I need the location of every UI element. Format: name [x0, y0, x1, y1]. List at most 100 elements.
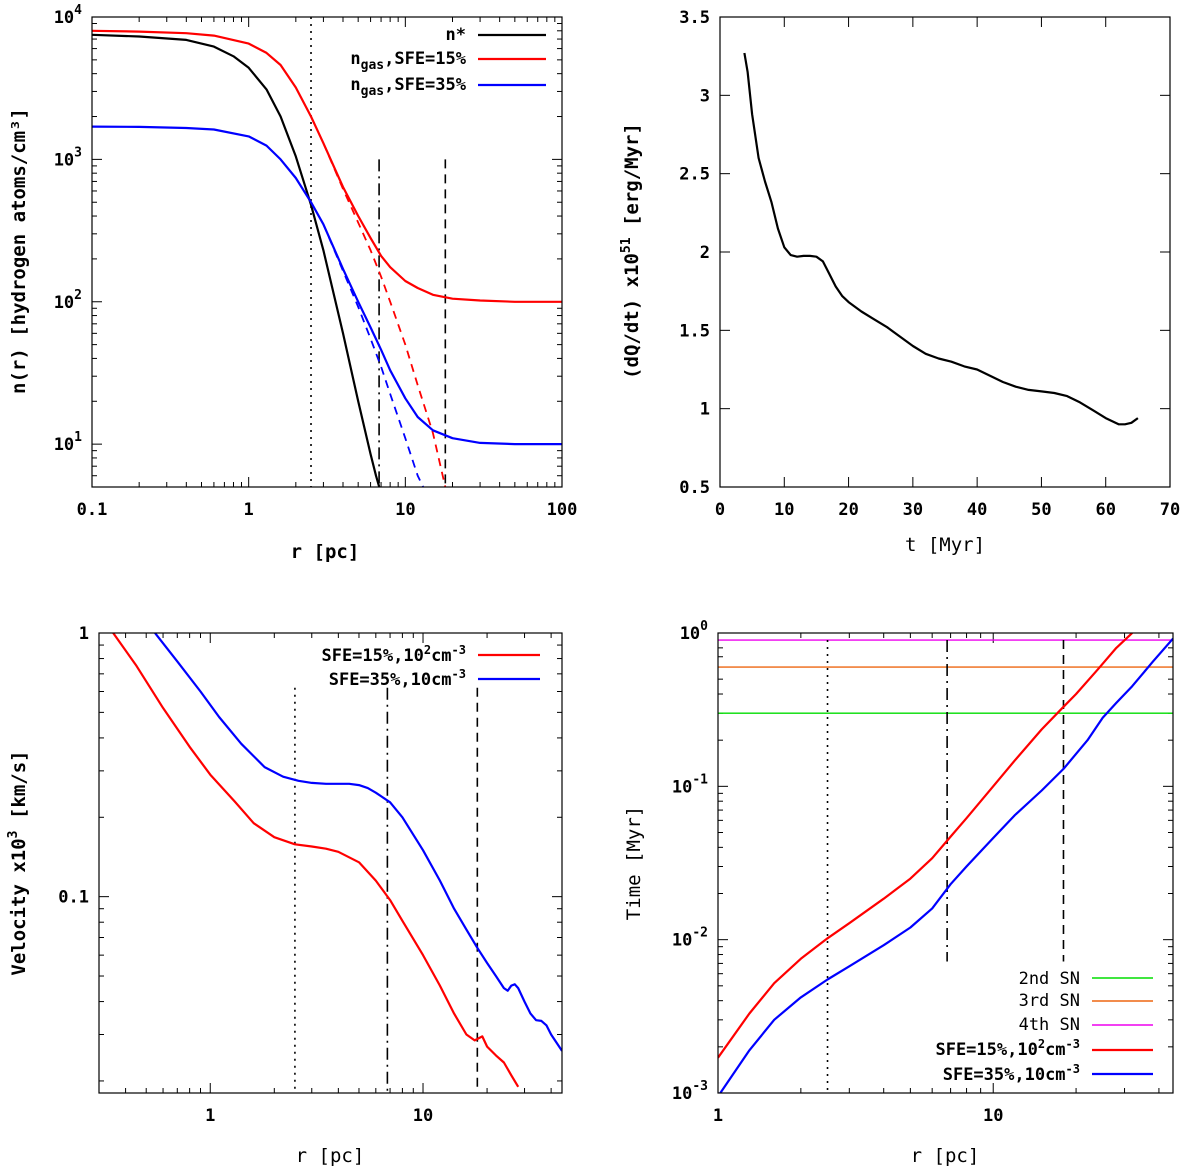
- tick-base: 10: [672, 931, 692, 951]
- density-x-tick-label: 100: [547, 500, 578, 520]
- energy-rate-y-tick-label: 3: [700, 86, 710, 106]
- energy-ylabel-pre: (dQ/dt) x10: [621, 253, 643, 379]
- legend-rest: ,SFE=35%: [384, 75, 467, 95]
- density-frame: [91, 16, 563, 488]
- legend-gas-subscript: gas: [361, 58, 384, 73]
- density-legend-label-sfe15: ngas,SFE=15%: [350, 49, 466, 73]
- legend-exp: 2: [1038, 1037, 1045, 1051]
- density-panel: r [pc] n(r) [hydrogen atoms/cm³] n* ngas…: [8, 25, 467, 563]
- tick-base: 10: [672, 1084, 692, 1104]
- energy-xlabel: t [Myr]: [905, 534, 985, 556]
- energy-rate-y-tick-label: 2.5: [679, 165, 710, 185]
- time-series-1-line: [718, 637, 1173, 1093]
- legend-pre: SFE=15%,10: [321, 646, 423, 666]
- time-legend-label-3rd-sn: 3rd SN: [1019, 991, 1080, 1011]
- velocity-y-tick-label: 1: [79, 624, 89, 644]
- legend-exp: 2: [424, 643, 431, 657]
- tick-exponent: -2: [692, 926, 708, 941]
- time-y-tick-label: 10-1: [672, 772, 708, 797]
- legend-rest: ,SFE=15%: [384, 49, 467, 69]
- energy-rate-y-tick-label: 1: [700, 400, 710, 420]
- energy-rate-x-tick-label: 10: [774, 500, 794, 520]
- tick-base: 10: [680, 624, 700, 644]
- density-y-tick-label: 104: [54, 3, 82, 28]
- tick-base: 10: [54, 8, 74, 28]
- legend-n: n: [350, 49, 360, 69]
- density-series-2-dashed-line: [322, 142, 447, 487]
- tick-exponent: 0: [700, 619, 708, 634]
- energy-ylabel-post: [erg/Myr]: [621, 123, 643, 237]
- time-legend-label-sfe35: SFE=35%,10cm-3: [943, 1062, 1080, 1085]
- legend-exp2: -3: [452, 643, 466, 657]
- time-ylabel: Time [Myr]: [623, 806, 645, 920]
- velocity-x-tick-label: 10: [413, 1106, 433, 1126]
- energy-rate-x-tick-label: 40: [967, 500, 987, 520]
- velocity-legend-label-sfe35: SFE=35%,10cm-3: [329, 667, 466, 690]
- legend-pre: SFE=15%,10: [935, 1040, 1037, 1060]
- velocity-panel: r [pc] Velocity x103 [km/s] SFE=15%,102c…: [6, 643, 466, 1167]
- tick-exponent: 2: [74, 288, 82, 303]
- tick-base: 10: [54, 435, 74, 455]
- energy-rate-y-tick-label: 1.5: [679, 321, 710, 341]
- velocity-ylabel-exp: 3: [6, 830, 21, 838]
- energy-rate-series-0-line: [743, 52, 1139, 426]
- velocity-ylabel: Velocity x103 [km/s]: [6, 750, 30, 975]
- density-xlabel: r [pc]: [291, 541, 360, 563]
- tick-exponent: 3: [74, 145, 82, 160]
- tick-base: 10: [54, 150, 74, 170]
- density-ylabel: n(r) [hydrogen atoms/cm³]: [8, 108, 30, 394]
- energy-rate-y-tick-label: 2: [700, 243, 710, 263]
- legend-pre: SFE=35%,10cm: [943, 1065, 1066, 1085]
- time-panel: r [pc] Time [Myr] 2nd SN 3rd SN 4th SN S…: [623, 806, 1080, 1167]
- tick-exponent: 1: [74, 430, 82, 445]
- density-legend-label-sfe35: ngas,SFE=35%: [350, 75, 466, 99]
- legend-pre: SFE=35%,10cm: [329, 670, 452, 690]
- velocity-frame: [98, 632, 563, 1094]
- time-y-tick-label: 10-3: [672, 1079, 708, 1104]
- density-x-tick-label: 10: [395, 500, 415, 520]
- energy-rate-x-tick-label: 0: [715, 500, 725, 520]
- velocity-legend-label-sfe15: SFE=15%,102cm-3: [321, 643, 466, 666]
- energy-rate-x-tick-label: 50: [1031, 500, 1051, 520]
- velocity-xlabel: r [pc]: [296, 1145, 365, 1167]
- velocity-x-tick-label: 1: [205, 1106, 215, 1126]
- legend-exp2: -3: [1066, 1037, 1080, 1051]
- time-x-tick-label: 10: [983, 1106, 1003, 1126]
- energy-ylabel-exp: 51: [619, 237, 634, 253]
- time-legend-label-sfe15: SFE=15%,102cm-3: [935, 1037, 1080, 1060]
- energy-rate-x-tick-label: 20: [838, 500, 858, 520]
- density-series-3-line: [92, 125, 562, 446]
- energy-rate-x-tick-label: 30: [903, 500, 923, 520]
- velocity-y-tick-label: 0.1: [58, 888, 89, 908]
- legend-exp: -3: [1066, 1062, 1080, 1076]
- legend-post: cm: [1045, 1040, 1065, 1060]
- density-series-4-dashed-line: [322, 223, 425, 487]
- legend-post: cm: [431, 646, 451, 666]
- time-y-tick-label: 100: [680, 619, 708, 644]
- legend-gas-subscript: gas: [361, 84, 384, 99]
- time-frame: [717, 632, 1174, 1094]
- velocity-series-0-line: [112, 633, 520, 1088]
- tick-exponent: 4: [74, 3, 82, 18]
- energy-rate-panel: t [Myr] (dQ/dt) x1051 [erg/Myr]: [619, 123, 985, 556]
- energy-rate-x-tick-label: 60: [1095, 500, 1115, 520]
- velocity-ylabel-post: [km/s]: [8, 750, 30, 830]
- energy-rate-y-tick-label: 3.5: [679, 8, 710, 28]
- time-x-tick-label: 1: [713, 1106, 723, 1126]
- energy-rate-frame: [719, 16, 1171, 488]
- tick-exponent: -1: [692, 772, 708, 787]
- tick-base: 10: [672, 777, 692, 797]
- density-y-tick-label: 102: [54, 288, 82, 313]
- legend-exp: -3: [452, 667, 466, 681]
- density-x-tick-label: 0.1: [77, 500, 108, 520]
- energy-rate-plot: 0 10 20 30 40 50 60 70 0.5 1 1.5 2 2.5 3 3.5: [679, 8, 1180, 520]
- tick-exponent: -3: [692, 1079, 708, 1094]
- density-legend-label-nstar: n*: [446, 25, 466, 45]
- energy-ylabel: (dQ/dt) x1051 [erg/Myr]: [619, 123, 643, 379]
- velocity-plot: 1 10 0.1 1: [58, 624, 563, 1126]
